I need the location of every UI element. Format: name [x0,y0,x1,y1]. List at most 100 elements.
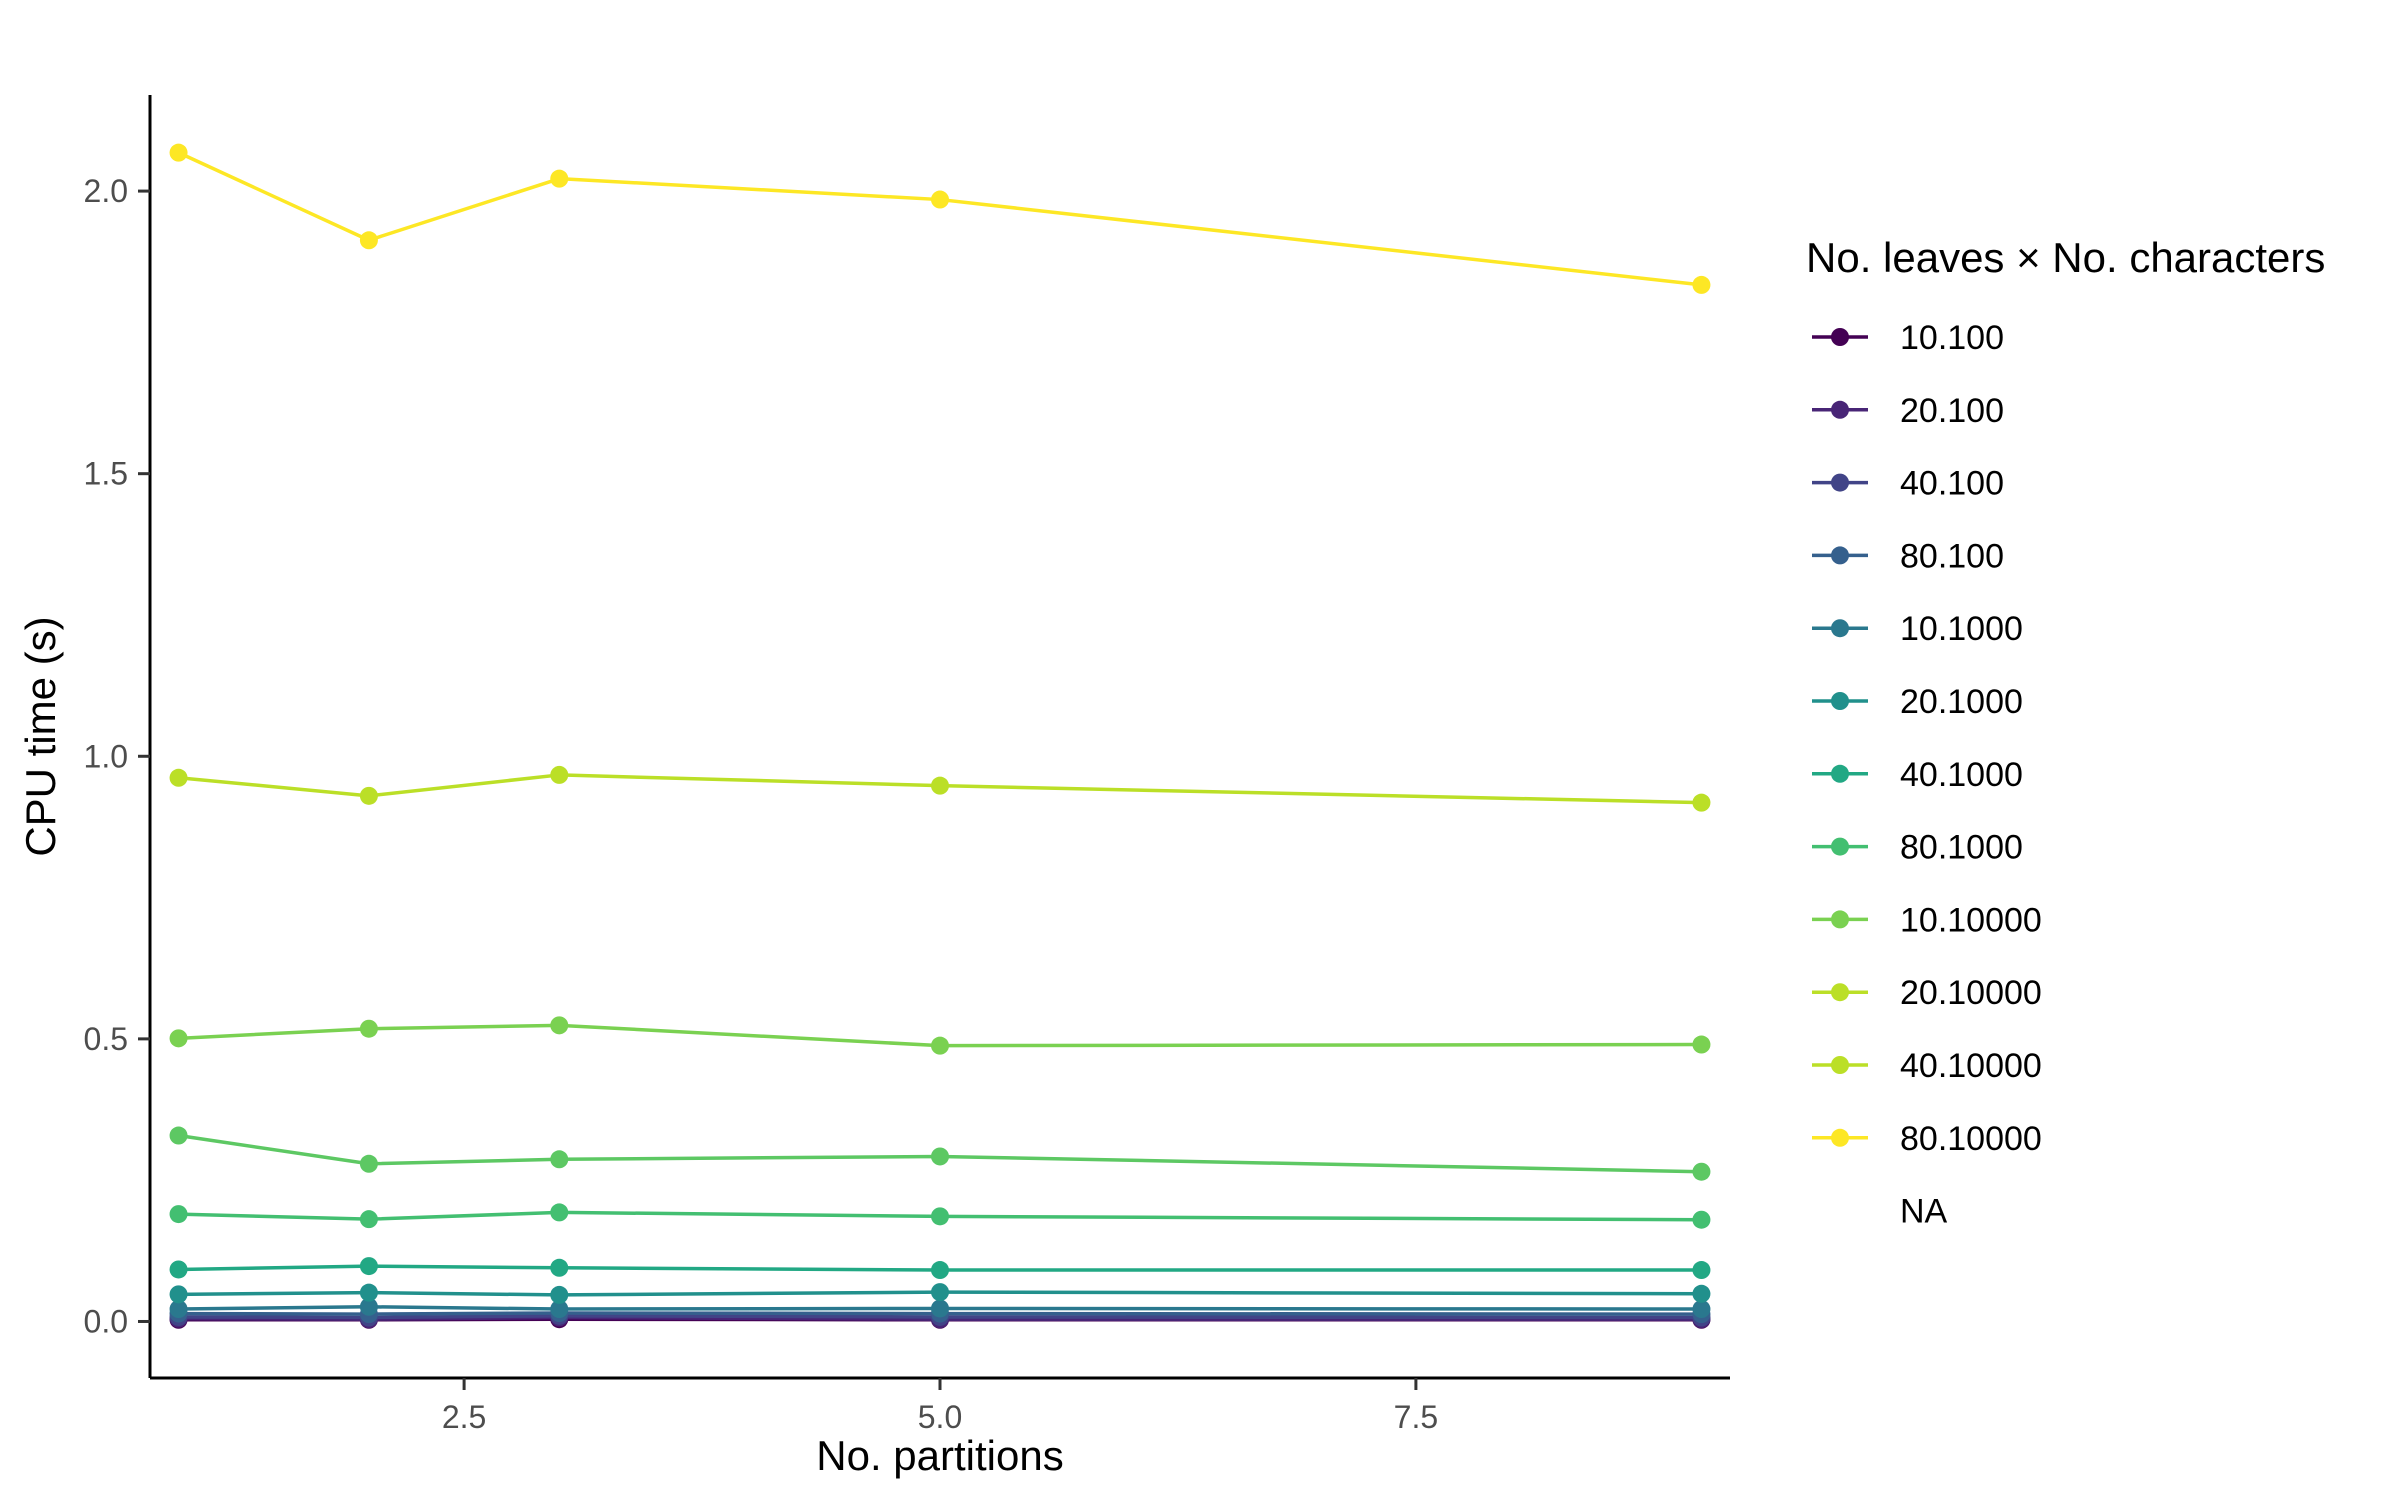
y-tick-label: 1.0 [84,738,128,774]
legend-label: 80.100 [1900,537,2004,575]
plot-area: 2.5 5.0 7.5 0.0 0.5 1.0 1.5 2.0 [84,95,1730,1435]
data-point [169,1205,188,1224]
data-point [169,143,188,162]
legend-items: 10.100 20.100 40.100 80.100 10.1000 20.1000 40… [1812,319,2042,1158]
legend-item: 80.1000 [1812,829,2023,867]
legend-label: 40.100 [1900,465,2004,503]
data-point [931,1283,949,1302]
data-point [931,1299,949,1318]
data-point [931,1147,949,1166]
data-point [1692,793,1711,812]
legend-point-key [1831,473,1849,492]
legend-na-label: NA [1900,1193,1948,1231]
legend-point-key [1831,328,1849,346]
legend-item: 10.1000 [1812,610,2023,648]
series-40-10000 [169,765,1711,812]
series-40-1000 [169,1257,1711,1280]
data-point [169,768,188,787]
legend-title: No. leaves × No. characters [1806,234,2325,281]
legend-point-key [1831,546,1849,565]
legend-point-key [1831,619,1849,638]
legend-item: 40.10000 [1812,1047,2042,1085]
data-point [550,1016,569,1035]
data-point [931,1207,949,1226]
series-20-1000 [169,1283,1711,1304]
data-point [1692,275,1711,294]
y-axis-ticks: 0.0 0.5 1.0 1.5 2.0 [84,173,150,1339]
legend-label: 40.1000 [1900,756,2023,794]
data-point [359,1154,378,1173]
legend-point-key [1831,1056,1849,1074]
legend-point-key [1831,692,1849,710]
data-point [169,1300,188,1319]
series-80-1000 [169,1203,1711,1229]
series-line [177,151,1702,287]
data-point [1692,1261,1711,1280]
data-point [359,231,378,250]
data-point [359,1210,378,1229]
data-point [1692,1284,1711,1303]
x-axis-ticks: 2.5 5.0 7.5 [442,1378,1438,1435]
legend-point-key [1831,983,1849,1002]
legend-item: 10.10000 [1812,901,2042,939]
data-point [169,1126,188,1145]
legend-item: 40.100 [1812,465,2004,503]
legend-label: 40.10000 [1900,1047,2042,1085]
data-point [359,1257,378,1276]
data-point [550,1285,569,1304]
legend-label: 20.10000 [1900,974,2042,1012]
legend-item: 10.100 [1812,319,2004,357]
legend-label: 20.100 [1900,392,2004,430]
x-axis-title: No. partitions [816,1432,1063,1479]
data-point [1692,1162,1711,1181]
data-point [550,765,569,784]
data-point [550,1258,569,1277]
y-tick-label: 1.5 [84,456,128,492]
x-tick-label: 5.0 [918,1399,962,1435]
legend-point-key [1831,837,1849,856]
series-20-10000 [169,1016,1711,1055]
legend-label: 10.100 [1900,319,2004,357]
data-point [359,1283,378,1302]
data-point [550,169,569,188]
data-point [1692,1035,1711,1054]
series-80-10000 [169,143,1711,294]
data-point [550,1300,569,1319]
legend-label: 80.1000 [1900,829,2023,867]
legend-item: 20.1000 [1812,683,2023,721]
data-point [359,1019,378,1038]
legend-item: 20.10000 [1812,974,2042,1012]
data-point [550,1203,569,1222]
data-point [169,1260,188,1279]
y-tick-label: 2.0 [84,173,128,209]
data-point [931,1036,949,1055]
legend-item: 20.100 [1812,392,2004,430]
legend-point-key [1831,764,1849,783]
data-point [1692,1300,1711,1319]
y-tick-label: 0.5 [84,1021,128,1057]
data-point [931,1261,949,1280]
y-axis-title: CPU time (s) [17,616,64,856]
legend: No. leaves × No. characters 10.100 20.100… [1806,234,2325,1231]
series-10-1000 [169,1297,1711,1319]
data-point [550,1150,569,1169]
data-point [359,1297,378,1316]
data-point [1692,1210,1711,1229]
legend-label: 80.10000 [1900,1120,2042,1158]
series-10-10000 [169,1126,1711,1181]
legend-item: 40.1000 [1812,756,2023,794]
x-tick-label: 7.5 [1394,1399,1438,1435]
legend-point-key [1831,910,1849,929]
legend-item: 80.100 [1812,537,2004,575]
legend-label: 20.1000 [1900,683,2023,721]
x-tick-label: 2.5 [442,1399,486,1435]
legend-label: 10.10000 [1900,901,2042,939]
legend-item: 80.10000 [1812,1120,2042,1158]
data-point [931,776,949,795]
data-point [169,1029,188,1048]
legend-label: 10.1000 [1900,610,2023,648]
legend-point-key [1831,1128,1849,1147]
y-tick-label: 0.0 [84,1303,128,1339]
series-group [169,143,1711,1329]
